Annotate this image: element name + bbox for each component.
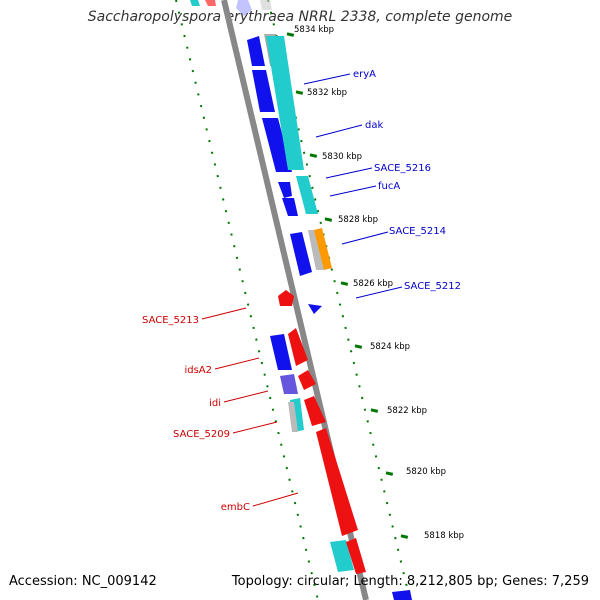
gene-arrow-forward [346,538,366,574]
gene-arrow-reverse [278,182,292,198]
gene-arrow-reverse [282,198,298,216]
kbp-tick [385,471,394,476]
gene-label-SACE_5216: SACE_5216 [374,163,431,174]
gene-label-eryA: eryA [353,69,376,80]
cds-block [308,230,324,270]
cds-block [288,402,298,432]
kbp-label: 5824 kbp [370,342,410,352]
cds-block [296,176,318,214]
leader-line [232,421,278,434]
leader-line [325,167,373,179]
forward-gene-labels: SACE_5213 idsA2 idi SACE_5209 embC [142,307,299,513]
kbp-label: 5822 kbp [387,406,427,416]
reverse-strand-genes [247,34,412,600]
gene-arrow-forward [288,328,308,366]
gene-arrow-forward [316,428,358,536]
leader-line [355,286,403,299]
kbp-tick [400,534,409,539]
rrna-block [314,228,332,270]
reverse-gene-labels: eryA dak SACE_5216 fucA SACE_5214 SACE_5… [303,69,461,299]
kbp-tick [370,408,379,413]
leader-line [201,307,247,320]
gene-label-SACE_5212: SACE_5212 [404,281,461,292]
accession-label: Accession: NC_009142 [9,574,157,589]
leader-line [341,231,389,245]
gene-label-SACE_5213: SACE_5213 [142,315,199,326]
gene-arrow-forward [298,370,316,390]
gene-arrow-reverse [252,70,275,112]
gene-arrow-forward [205,0,216,6]
gene-arrow-reverse [392,590,412,600]
kbp-tick [309,153,318,158]
kbp-label: 5818 kbp [424,531,464,541]
leader-line [303,73,351,85]
kbp-tick [295,90,304,95]
gene-arrow-forward [278,290,294,306]
leader-line [315,124,363,138]
gene-arrow-reverse [270,334,292,370]
leader-line [329,185,377,197]
gene-arrow-reverse [290,232,312,276]
genome-stats-label: Topology: circular; Length: 8,212,805 bp… [231,574,589,589]
cds-block [266,36,304,170]
kbp-tick-marks [286,32,409,539]
top-clipped-genes [190,0,272,16]
gene-label-fucA: fucA [378,181,400,192]
cds-block [260,0,272,10]
gene-arrow-forward [304,396,326,426]
kbp-tick [286,32,295,37]
kbp-label: 5832 kbp [307,88,347,98]
leader-line [223,390,269,403]
forward-strand-genes [278,290,366,574]
gene-arrow-reverse [247,36,265,66]
leader-line [252,492,299,507]
gene-arrow-reverse [236,0,252,16]
kbp-tick [324,217,333,222]
gene-label-embC: embC [221,502,250,513]
leader-line [214,357,260,370]
kbp-labels: 5834 kbp 5832 kbp 5830 kbp 5828 kbp 5826… [294,25,464,541]
kbp-tick [340,281,349,286]
gene-label-idsA2: idsA2 [184,365,212,376]
map-title: Saccharopolyspora erythraea NRRL 2338, c… [87,9,513,25]
gene-arrow-reverse [280,374,298,394]
kbp-label: 5834 kbp [294,25,334,35]
kbp-label: 5830 kbp [322,152,362,162]
kbp-label: 5820 kbp [406,467,446,477]
gene-label-SACE_5209: SACE_5209 [173,429,230,440]
gene-label-SACE_5214: SACE_5214 [389,226,446,237]
gene-arrow-reverse [308,304,322,314]
gene-arrow-reverse [262,118,292,172]
cds-block [190,0,200,6]
kbp-label: 5826 kbp [353,279,393,289]
kbp-label: 5828 kbp [338,215,378,225]
kbp-tick [354,344,363,349]
gene-label-dak: dak [365,120,383,131]
gene-label-idi: idi [209,398,221,409]
